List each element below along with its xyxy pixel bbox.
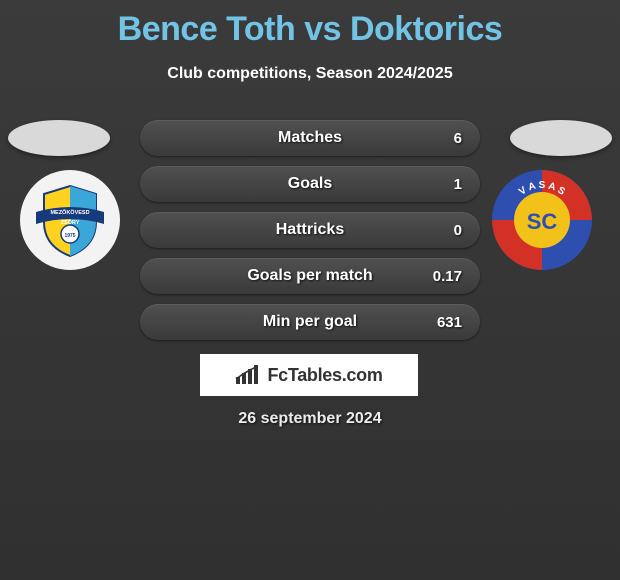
svg-text:ZSÓRY: ZSÓRY — [61, 218, 80, 226]
date-line: 26 september 2024 — [0, 410, 620, 428]
stat-row-goals: Goals 1 — [140, 166, 480, 202]
club-logo-left: MEZŐKÖVESD ZSÓRY 1975 — [20, 170, 120, 270]
source-watermark: FcTables.com — [200, 354, 418, 396]
club-crest-icon: SC V A S A S — [492, 170, 592, 270]
stat-row-hattricks: Hattricks 0 — [140, 212, 480, 248]
stat-label: Goals per match — [140, 258, 480, 294]
svg-text:1975: 1975 — [64, 233, 75, 239]
player-h2h-card: Bence Toth vs Doktorics Club competition… — [0, 0, 620, 580]
bar-chart-icon — [235, 365, 261, 385]
stat-value-right: 0.17 — [433, 258, 462, 294]
stat-rows: Matches 6 Goals 1 Hattricks 0 Goals per … — [140, 120, 480, 350]
stat-value-right: 6 — [454, 120, 462, 156]
club-logo-right: SC V A S A S — [492, 170, 592, 270]
player-right-silhouette — [510, 120, 612, 156]
page-title: Bence Toth vs Doktorics — [0, 0, 620, 49]
stat-label: Hattricks — [140, 212, 480, 248]
svg-text:SC: SC — [527, 209, 558, 234]
player-left-silhouette — [8, 120, 110, 156]
stat-value-right: 1 — [454, 166, 462, 202]
stat-value-right: 631 — [437, 304, 462, 340]
stat-label: Matches — [140, 120, 480, 156]
stat-row-matches: Matches 6 — [140, 120, 480, 156]
svg-text:MEZŐKÖVESD: MEZŐKÖVESD — [50, 209, 89, 216]
shield-icon: MEZŐKÖVESD ZSÓRY 1975 — [30, 180, 110, 260]
crest-left: MEZŐKÖVESD ZSÓRY 1975 — [20, 170, 120, 270]
stat-value-right: 0 — [454, 212, 462, 248]
stat-row-min-per-goal: Min per goal 631 — [140, 304, 480, 340]
stat-row-goals-per-match: Goals per match 0.17 — [140, 258, 480, 294]
subtitle: Club competitions, Season 2024/2025 — [0, 65, 620, 83]
crest-right: SC V A S A S — [492, 170, 592, 270]
stat-label: Min per goal — [140, 304, 480, 340]
watermark-text: FcTables.com — [267, 365, 382, 386]
stat-label: Goals — [140, 166, 480, 202]
